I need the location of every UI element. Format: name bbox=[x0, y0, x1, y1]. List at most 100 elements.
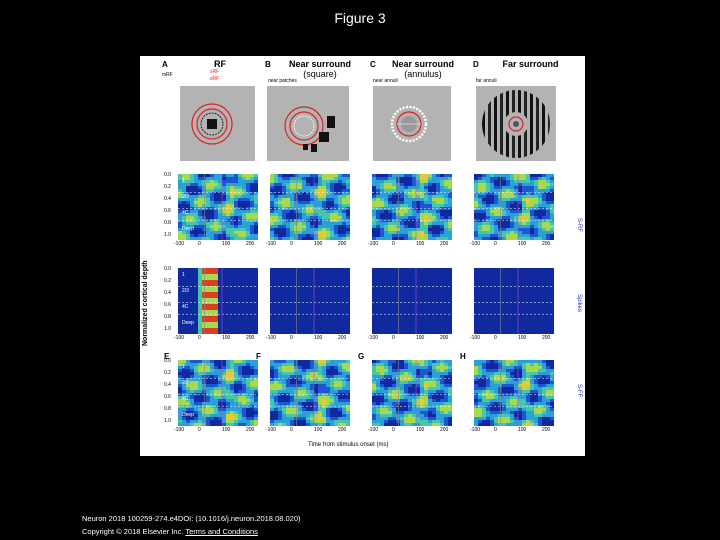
time-tick: 0 bbox=[198, 427, 201, 433]
time-tick: -100 bbox=[368, 427, 379, 433]
time-tick: 0 bbox=[392, 427, 395, 433]
heatmap-r1-c1 bbox=[178, 174, 258, 240]
depth-tick: 1.0 bbox=[164, 326, 171, 332]
depth-tick: 0.6 bbox=[164, 208, 171, 214]
time-tick: -100 bbox=[174, 427, 185, 433]
depth-tick: 0.4 bbox=[164, 196, 171, 202]
layer-label: 1 bbox=[182, 178, 185, 184]
depth-tick: 0.0 bbox=[164, 358, 171, 364]
depth-tick: 0.8 bbox=[164, 314, 171, 320]
time-tick: 0 bbox=[290, 241, 293, 247]
panel-sub-c: (annulus) bbox=[404, 69, 442, 79]
time-tick: 0 bbox=[290, 335, 293, 341]
time-tick: 0 bbox=[392, 241, 395, 247]
time-tick: -100 bbox=[470, 427, 481, 433]
heatmap-r1-c3 bbox=[372, 174, 452, 240]
time-tick: 100 bbox=[416, 241, 425, 247]
time-tick: 200 bbox=[246, 241, 255, 247]
time-tick: -100 bbox=[266, 241, 277, 247]
time-tick: 100 bbox=[518, 241, 527, 247]
time-tick: 100 bbox=[416, 335, 425, 341]
depth-tick: 0.0 bbox=[164, 266, 171, 272]
depth-tick: 0.4 bbox=[164, 290, 171, 296]
time-tick: 0 bbox=[198, 335, 201, 341]
time-tick: 100 bbox=[222, 335, 231, 341]
time-tick: -100 bbox=[368, 335, 379, 341]
layer-label: 1 bbox=[182, 364, 185, 370]
time-tick: 200 bbox=[542, 427, 551, 433]
time-tick: 200 bbox=[338, 335, 347, 341]
time-tick: 100 bbox=[314, 335, 323, 341]
legend-b: near patches bbox=[268, 78, 297, 84]
panel-letter-d: D bbox=[473, 60, 479, 69]
stimulus-a bbox=[180, 86, 255, 161]
time-tick: 200 bbox=[246, 427, 255, 433]
heatmap-r1-c2 bbox=[270, 174, 350, 240]
time-tick: -100 bbox=[266, 335, 277, 341]
time-tick: 0 bbox=[392, 335, 395, 341]
time-tick: 100 bbox=[314, 241, 323, 247]
panel-letter-c: C bbox=[370, 60, 376, 69]
figure-title: Figure 3 bbox=[334, 10, 386, 26]
figure-image: A RF mRF sRF sRF B Near surround (square… bbox=[140, 56, 585, 456]
time-tick: 200 bbox=[246, 335, 255, 341]
panel-title-c: Near surround bbox=[391, 59, 454, 69]
depth-tick: 0.6 bbox=[164, 302, 171, 308]
time-tick: 100 bbox=[518, 427, 527, 433]
heatmap-r3-c3 bbox=[372, 360, 452, 426]
layer-label: 4C bbox=[182, 304, 189, 310]
stimulus-d bbox=[476, 86, 556, 161]
depth-tick: 0.6 bbox=[164, 394, 171, 400]
time-tick: 100 bbox=[222, 241, 231, 247]
time-tick: 200 bbox=[338, 427, 347, 433]
time-tick: 200 bbox=[338, 241, 347, 247]
terms-link[interactable]: Terms and Conditions bbox=[185, 527, 258, 536]
layer-label: 2/3 bbox=[182, 194, 189, 200]
heatmap-r1-c4 bbox=[474, 174, 554, 240]
time-tick: 200 bbox=[440, 241, 449, 247]
depth-tick: 0.4 bbox=[164, 382, 171, 388]
layer-label: Deep bbox=[182, 226, 194, 232]
side-label-srf: S-RF bbox=[576, 218, 582, 232]
panel-letter-e: E bbox=[164, 352, 170, 361]
depth-tick: 0.2 bbox=[164, 370, 171, 376]
time-tick: -100 bbox=[368, 241, 379, 247]
legend-d: far annuli bbox=[476, 78, 497, 84]
panel-title-b: Near surround bbox=[288, 59, 351, 69]
legend-c: near annuli bbox=[373, 78, 398, 84]
panel-letter-g: G bbox=[358, 352, 365, 361]
time-tick: -100 bbox=[174, 241, 185, 247]
time-tick: 0 bbox=[494, 241, 497, 247]
side-label-sff: S-FF bbox=[576, 384, 582, 398]
time-tick: -100 bbox=[470, 241, 481, 247]
time-tick: 200 bbox=[542, 335, 551, 341]
panel-letter-b: B bbox=[265, 60, 271, 69]
panel-letter-h: H bbox=[460, 352, 466, 361]
time-tick: 0 bbox=[198, 241, 201, 247]
depth-tick: 0.8 bbox=[164, 406, 171, 412]
copyright-text: Copyright © 2018 Elsevier Inc. bbox=[82, 527, 184, 536]
time-tick: 100 bbox=[518, 335, 527, 341]
layer-label: Deep bbox=[182, 320, 194, 326]
time-tick: 100 bbox=[314, 427, 323, 433]
x-axis-label: Time from stimulus onset (ms) bbox=[308, 442, 389, 448]
time-tick: -100 bbox=[174, 335, 185, 341]
time-tick: 200 bbox=[440, 335, 449, 341]
legend-a-2: sRF bbox=[210, 69, 220, 75]
depth-tick: 0.8 bbox=[164, 220, 171, 226]
heatmap-r2-c2 bbox=[270, 268, 350, 334]
time-tick: 0 bbox=[494, 427, 497, 433]
stimulus-b bbox=[267, 86, 349, 161]
side-label-spikes: Spikes bbox=[576, 294, 582, 313]
time-tick: -100 bbox=[470, 335, 481, 341]
footer-copyright: Copyright © 2018 Elsevier Inc. Terms and… bbox=[82, 527, 258, 536]
time-tick: 100 bbox=[222, 427, 231, 433]
depth-tick: 1.0 bbox=[164, 232, 171, 238]
layer-label: 4C bbox=[182, 396, 189, 402]
legend-a-3: sRF bbox=[210, 76, 220, 82]
time-tick: 200 bbox=[542, 241, 551, 247]
stimulus-c bbox=[373, 86, 451, 161]
time-tick: 100 bbox=[416, 427, 425, 433]
time-tick: -100 bbox=[266, 427, 277, 433]
depth-tick: 0.0 bbox=[164, 172, 171, 178]
